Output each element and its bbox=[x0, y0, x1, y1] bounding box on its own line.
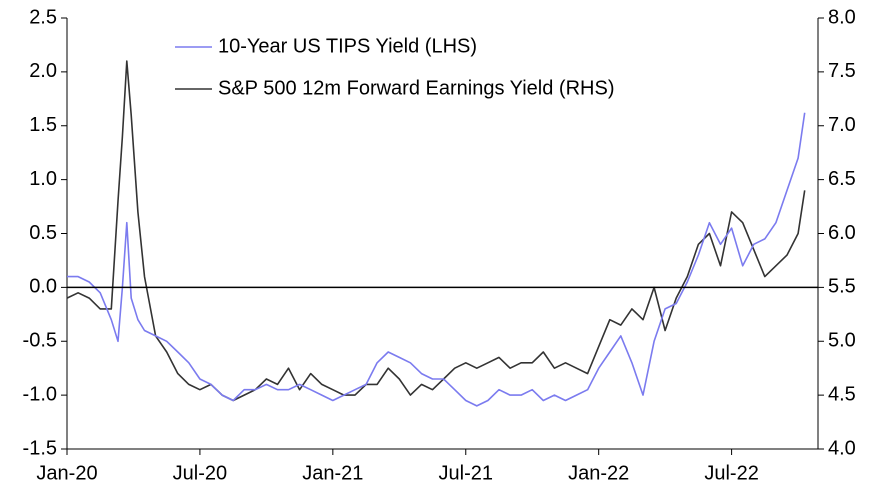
legend-label: 10-Year US TIPS Yield (LHS) bbox=[218, 35, 477, 57]
x-tick-label: Jan-20 bbox=[36, 462, 97, 484]
y2-tick-label: 5.0 bbox=[828, 330, 856, 352]
y-tick-label: -1.5 bbox=[23, 437, 57, 459]
y2-tick-label: 8.0 bbox=[828, 6, 856, 28]
y-tick-label: 1.5 bbox=[29, 114, 57, 136]
x-tick-label: Jul-21 bbox=[439, 462, 493, 484]
y2-tick-label: 6.5 bbox=[828, 168, 856, 190]
y-tick-label: -0.5 bbox=[23, 330, 57, 352]
x-tick-label: Jul-20 bbox=[173, 462, 227, 484]
y-tick-label: 1.0 bbox=[29, 168, 57, 190]
y-tick-label: 0.5 bbox=[29, 222, 57, 244]
legend-label: S&P 500 12m Forward Earnings Yield (RHS) bbox=[218, 77, 614, 99]
x-tick-label: Jan-22 bbox=[568, 462, 629, 484]
series-line bbox=[67, 112, 806, 407]
x-tick-label: Jan-21 bbox=[302, 462, 363, 484]
y2-tick-label: 5.5 bbox=[828, 276, 856, 298]
series-line bbox=[66, 60, 806, 402]
y2-tick-label: 6.0 bbox=[828, 222, 856, 244]
y-tick-label: 0.0 bbox=[29, 276, 57, 298]
y2-tick-label: 4.0 bbox=[828, 437, 856, 459]
y-tick-label: 2.5 bbox=[29, 6, 57, 28]
y-tick-label: -1.0 bbox=[23, 383, 57, 405]
y2-tick-label: 7.0 bbox=[828, 114, 856, 136]
y2-tick-label: 4.5 bbox=[828, 383, 856, 405]
y-tick-label: 2.0 bbox=[29, 60, 57, 82]
y2-tick-label: 7.5 bbox=[828, 60, 856, 82]
x-tick-label: Jul-22 bbox=[704, 462, 758, 484]
